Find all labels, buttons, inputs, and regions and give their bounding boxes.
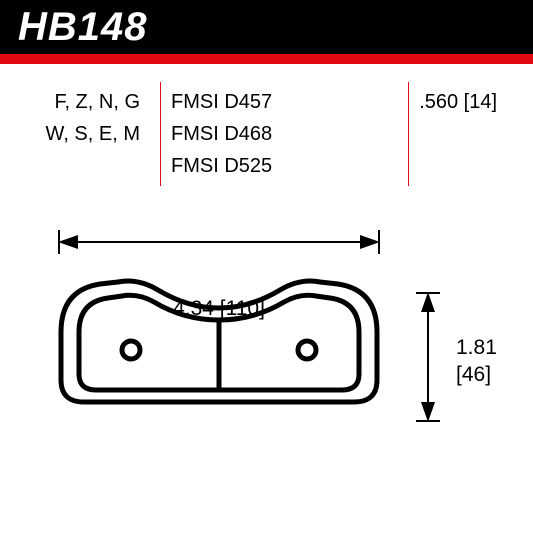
- compound-codes: F, Z, N, G W, S, E, M: [30, 86, 150, 182]
- fmsi-codes: FMSI D457 FMSI D468 FMSI D525: [171, 86, 398, 182]
- divider-icon: [408, 82, 409, 186]
- compound-line: F, Z, N, G: [30, 86, 140, 118]
- height-label-line: [46]: [456, 361, 497, 388]
- red-stripe: [0, 54, 533, 64]
- specs-row: F, Z, N, G W, S, E, M FMSI D457 FMSI D46…: [0, 64, 533, 192]
- height-arrow-icon: [406, 292, 450, 422]
- thickness-spec: .560 [14]: [419, 86, 503, 182]
- height-dimension: 1.81 [46]: [406, 292, 526, 427]
- part-number-title: HB148: [18, 5, 148, 50]
- width-arrow-icon: [58, 222, 380, 262]
- brake-pad-drawing: [58, 272, 398, 442]
- height-label-line: 1.81: [456, 334, 497, 361]
- fmsi-line: FMSI D525: [171, 150, 398, 182]
- fmsi-line: FMSI D457: [171, 86, 398, 118]
- header-bar: HB148: [0, 0, 533, 54]
- divider-icon: [160, 82, 161, 186]
- compound-line: W, S, E, M: [30, 118, 140, 150]
- fmsi-line: FMSI D468: [171, 118, 398, 150]
- diagram-area: 4.34 [110] 1.81 [46]: [0, 192, 533, 512]
- height-label: 1.81 [46]: [456, 334, 497, 389]
